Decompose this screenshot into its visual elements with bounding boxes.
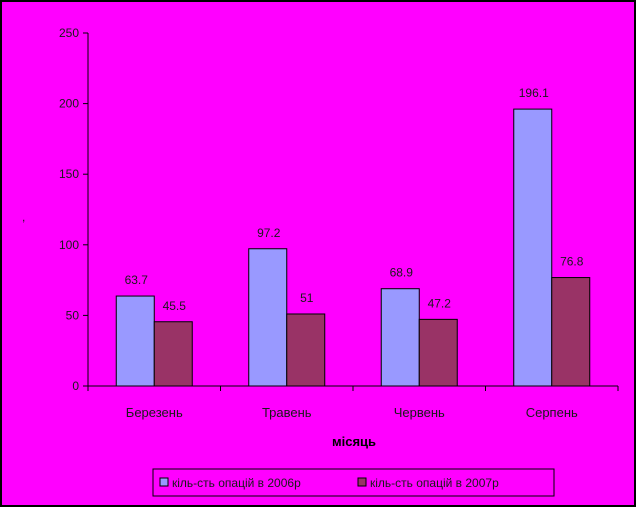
data-labels: 63.7 45.5 97.2 51 68.9 47.2 196.1 76.8 <box>125 86 584 313</box>
y-axis-title: , <box>22 210 25 224</box>
data-label: 196.1 <box>519 86 549 100</box>
bar-2007 <box>551 277 591 387</box>
y-tick-label: 100 <box>59 238 79 252</box>
x-axis-title: місяць <box>332 434 376 449</box>
legend-swatch-2006 <box>159 477 169 487</box>
bar-2006 <box>380 288 420 387</box>
legend-label-2007: кіль-сть опацій в 2007р <box>370 476 499 490</box>
y-tick-label: 50 <box>66 308 80 322</box>
data-label: 97.2 <box>257 226 281 240</box>
x-tick-label: Травень <box>262 405 312 420</box>
legend: кіль-сть опацій в 2006р кіль-сть опацій … <box>152 468 555 497</box>
x-tick-label: Березень <box>126 405 183 420</box>
data-label: 51 <box>300 291 314 305</box>
y-tick-label: 250 <box>59 26 79 40</box>
bars <box>115 108 591 387</box>
y-tick-label: 200 <box>59 97 79 111</box>
legend-label-2006: кіль-сть опацій в 2006р <box>172 476 301 490</box>
data-label: 63.7 <box>125 273 149 287</box>
legend-swatch-2007 <box>357 477 367 487</box>
bar-2006 <box>513 108 553 387</box>
y-tick-label: 150 <box>59 167 79 181</box>
y-tick-label: 0 <box>72 379 79 393</box>
data-label: 47.2 <box>428 296 452 310</box>
data-label: 68.9 <box>390 266 414 280</box>
bar-2006 <box>115 295 155 387</box>
bar-2007 <box>153 321 193 387</box>
x-ticks: Березень Травень Червень Серпень <box>87 386 619 420</box>
data-label: 45.5 <box>163 299 187 313</box>
legend-box <box>152 468 555 497</box>
data-label: 76.8 <box>560 255 584 269</box>
bar-2007 <box>418 318 458 387</box>
x-tick-label: Червень <box>394 405 445 420</box>
bar-2007 <box>286 313 326 387</box>
x-tick-label: Серпень <box>526 405 578 420</box>
y-ticks: 0 50 100 150 200 250 <box>59 26 88 393</box>
bar-2006 <box>248 248 288 387</box>
